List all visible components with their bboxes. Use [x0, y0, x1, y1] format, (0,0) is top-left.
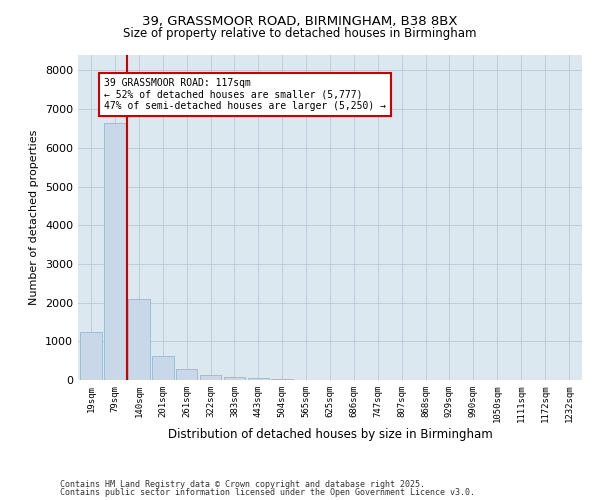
Text: Size of property relative to detached houses in Birmingham: Size of property relative to detached ho… [123, 28, 477, 40]
Text: Contains public sector information licensed under the Open Government Licence v3: Contains public sector information licen… [60, 488, 475, 497]
Text: 39, GRASSMOOR ROAD, BIRMINGHAM, B38 8BX: 39, GRASSMOOR ROAD, BIRMINGHAM, B38 8BX [142, 15, 458, 28]
Y-axis label: Number of detached properties: Number of detached properties [29, 130, 40, 305]
Bar [248, 378, 269, 380]
Bar [176, 369, 197, 380]
Text: 39 GRASSMOOR ROAD: 117sqm
← 52% of detached houses are smaller (5,777)
47% of se: 39 GRASSMOOR ROAD: 117sqm ← 52% of detac… [104, 78, 386, 112]
Bar [128, 298, 149, 380]
Bar [104, 122, 126, 380]
Bar [200, 374, 221, 380]
X-axis label: Distribution of detached houses by size in Birmingham: Distribution of detached houses by size … [167, 428, 493, 441]
Bar [80, 332, 102, 380]
Bar [224, 378, 245, 380]
Bar [152, 356, 173, 380]
Text: Contains HM Land Registry data © Crown copyright and database right 2025.: Contains HM Land Registry data © Crown c… [60, 480, 425, 489]
Bar [271, 379, 293, 380]
